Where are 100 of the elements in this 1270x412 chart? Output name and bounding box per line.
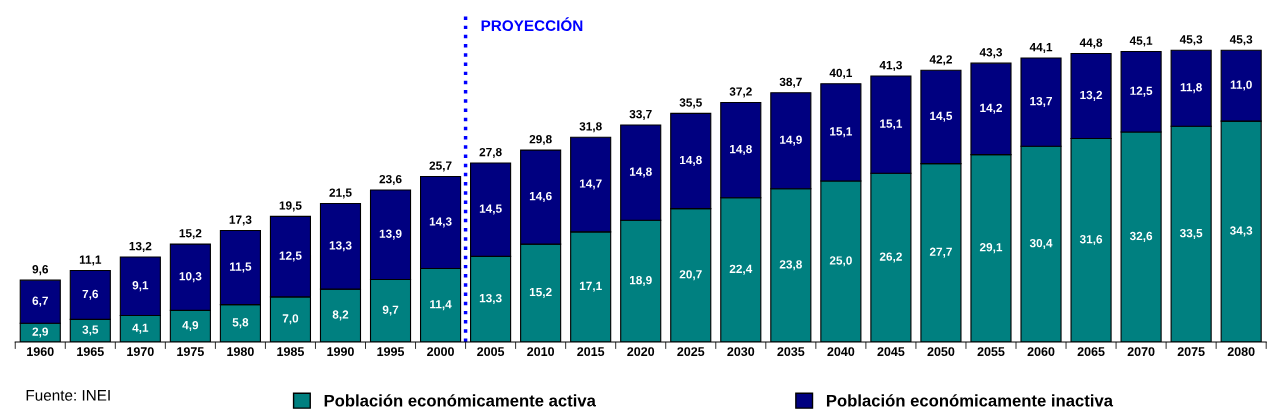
data-label: 3,5 [82, 325, 99, 336]
total-label: 11,1 [79, 255, 102, 266]
data-label: 32,6 [1129, 231, 1153, 242]
data-label: 14,7 [579, 179, 602, 190]
ref-line-label: PROYECCIÓN [481, 17, 583, 32]
total-label: 40,1 [829, 68, 853, 79]
data-label: 12,5 [1130, 86, 1153, 97]
x-tick-label: 2055 [977, 347, 1005, 356]
data-label: 11,4 [430, 300, 452, 311]
total-label: 21,5 [329, 188, 352, 199]
data-label: 11,5 [229, 262, 252, 273]
x-tick-label: 2045 [877, 347, 905, 356]
x-tick-label: 2010 [527, 347, 555, 356]
x-tick-label: 2035 [777, 347, 805, 357]
x-tick-label: 1975 [177, 347, 204, 356]
data-label: 10,3 [179, 272, 202, 283]
x-tick-label: 1980 [227, 347, 254, 356]
data-label: 13,9 [379, 229, 402, 240]
legend-label: Población económicamente inactiva [826, 394, 1114, 407]
total-label: 9,6 [32, 265, 49, 276]
total-label: 25,7 [429, 161, 452, 172]
data-label: 30,4 [1029, 238, 1053, 249]
total-label: 15,2 [179, 229, 202, 240]
x-tick-label: 2015 [577, 347, 605, 356]
total-label: 45,3 [1229, 35, 1253, 46]
data-label: 14,8 [629, 167, 652, 178]
data-label: 9,1 [132, 281, 149, 292]
x-tick-label: 2050 [927, 347, 955, 356]
data-label: 27,7 [929, 247, 952, 258]
data-label: 14,8 [730, 144, 752, 155]
data-label: 8,2 [332, 310, 349, 321]
data-label: 11,8 [1180, 83, 1202, 94]
x-tick-label: 1995 [377, 347, 405, 356]
total-label: 41,3 [879, 60, 902, 72]
total-label: 45,1 [1129, 36, 1153, 47]
data-label: 13,3 [479, 293, 502, 305]
data-label: 6,7 [32, 296, 48, 307]
data-label: 33,5 [1179, 228, 1203, 239]
x-tick-label: 1965 [77, 347, 104, 356]
data-label: 4,9 [182, 320, 199, 332]
total-label: 33,7 [629, 109, 652, 120]
data-label: 25,0 [829, 256, 852, 267]
x-tick-label: 1970 [127, 347, 154, 356]
x-tick-label: 2070 [1127, 347, 1155, 356]
x-tick-label: 2020 [627, 347, 655, 356]
data-label: 26,2 [879, 252, 902, 263]
total-label: 43,3 [979, 48, 1003, 59]
data-label: 11,0 [1230, 80, 1252, 91]
x-tick-label: 2000 [427, 347, 454, 356]
x-tick-label: 2040 [827, 347, 855, 356]
x-tick-label: 2075 [1177, 347, 1205, 356]
data-label: 14,5 [930, 111, 953, 122]
data-label: 9,7 [382, 305, 399, 316]
x-tick-label: 2005 [477, 347, 505, 356]
data-label: 12,5 [279, 251, 302, 262]
total-label: 23,6 [379, 174, 402, 186]
data-label: 17,1 [579, 281, 602, 292]
total-label: 17,3 [229, 215, 252, 226]
total-label: 42,2 [929, 55, 952, 66]
data-label: 13,7 [1030, 96, 1052, 107]
x-tick-label: 2060 [1027, 347, 1055, 356]
data-label: 14,8 [680, 155, 702, 166]
total-label: 29,8 [529, 135, 552, 146]
data-label: 20,7 [679, 270, 702, 281]
data-label: 31,6 [1079, 235, 1103, 246]
data-label: 34,3 [1229, 226, 1253, 237]
x-tick-label: 2025 [677, 347, 705, 356]
total-label: 27,8 [479, 147, 502, 158]
total-label: 44,1 [1029, 43, 1053, 54]
data-label: 29,1 [979, 243, 1003, 254]
source-note: Fuente: INEI [26, 390, 110, 401]
data-label: 15,1 [830, 127, 853, 138]
data-label: 14,5 [479, 204, 502, 215]
data-label: 5,8 [232, 318, 249, 329]
data-label: 14,6 [529, 191, 552, 202]
data-label: 13,3 [329, 241, 352, 252]
data-label: 4,1 [132, 323, 149, 334]
data-label: 15,1 [880, 119, 903, 130]
data-label: 14,3 [429, 217, 452, 228]
data-label: 7,6 [82, 289, 99, 300]
total-label: 13,2 [129, 241, 152, 252]
data-label: 7,0 [282, 314, 299, 325]
x-tick-label: 2030 [727, 347, 755, 357]
x-tick-label: 1960 [27, 347, 54, 356]
data-label: 23,8 [779, 260, 802, 271]
data-label: 13,2 [1080, 90, 1103, 101]
total-label: 19,5 [279, 201, 302, 212]
total-label: 38,7 [779, 77, 802, 88]
total-label: 31,8 [579, 122, 602, 133]
data-label: 2,9 [32, 327, 49, 338]
data-label: 22,4 [729, 264, 753, 275]
total-label: 35,5 [679, 98, 702, 109]
data-label: 15,2 [529, 287, 552, 298]
x-tick-label: 1985 [277, 347, 305, 356]
x-tick-label: 1990 [327, 347, 354, 356]
data-label: 18,9 [629, 275, 652, 286]
data-label: 14,2 [980, 103, 1002, 114]
total-label: 37,2 [729, 87, 752, 98]
x-tick-label: 2065 [1077, 347, 1105, 356]
x-tick-label: 2080 [1227, 347, 1255, 356]
